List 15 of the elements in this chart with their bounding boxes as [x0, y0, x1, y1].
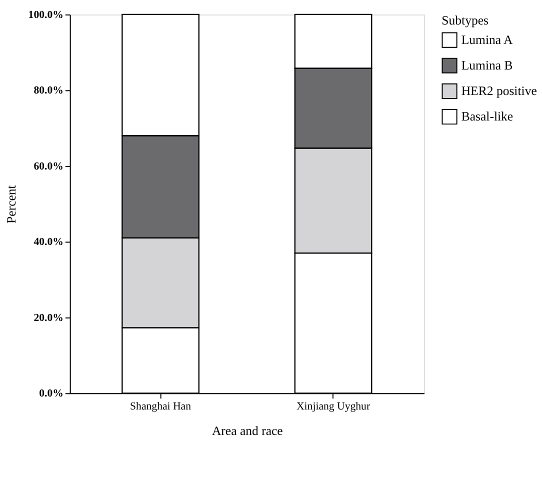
legend-label: Basal-like [461, 110, 514, 124]
x-tick-label: Shanghai Han [130, 400, 192, 412]
y-axis-title: Percent [4, 184, 18, 224]
y-tick-label: 100.0% [28, 8, 64, 21]
y-tick-label: 60.0% [34, 160, 64, 172]
legend-label: Lumina A [461, 32, 514, 47]
y-tick-label: 20.0% [34, 312, 64, 324]
legend-title: Subtypes [442, 13, 489, 28]
legend-label: HER2 positive [461, 84, 538, 98]
x-tick-label: Xinjiang Uyghur [296, 400, 370, 412]
x-axis-title: Area and race [212, 424, 284, 438]
legend-label: Lumina B [461, 58, 513, 73]
y-tick-label: 40.0% [34, 236, 64, 248]
y-tick-label: 80.0% [34, 84, 64, 97]
y-tick-label: 0.0% [39, 388, 64, 400]
